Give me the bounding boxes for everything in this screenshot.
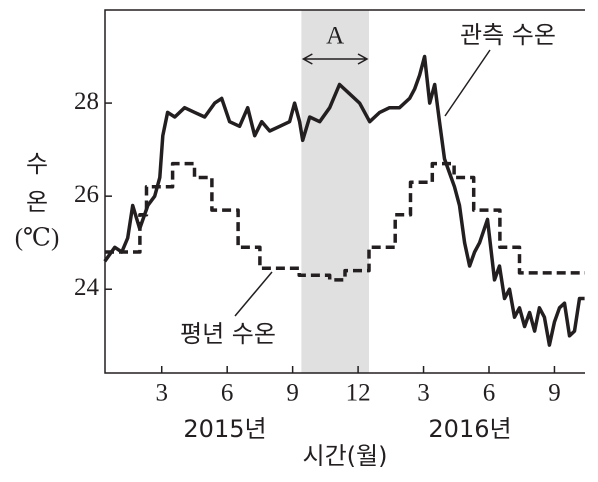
x-tick-label: 12 [346,380,371,407]
series-line [103,54,585,347]
y-tick-label: 26 [74,181,99,208]
y-axis-label: 온 [26,188,48,216]
x-axis-label: 시간(월) [303,442,388,470]
series-annotation: 관측 수온 [460,21,556,49]
range-arrow [301,53,369,65]
x-tick-label: 6 [483,380,496,407]
y-tick-label: 24 [74,274,100,301]
y-tick-label: 28 [74,88,99,115]
year-label: 2015년 [183,415,266,443]
y-axis-label: (℃) [15,225,60,252]
x-tick-label: 3 [155,380,168,407]
year-label: 2016년 [428,415,511,443]
leader-line [234,271,273,317]
axis-frame [104,9,585,374]
series-annotation: 평년 수온 [180,320,276,348]
plot: A 24 26 28 3 6 9 12 3 6 9 [74,9,585,407]
highlight-band [301,10,369,373]
series-line [105,161,585,282]
x-tick-label: 6 [221,380,234,407]
x-tick-label: 3 [417,380,430,407]
leader-line [444,49,491,117]
x-tick-label: 9 [548,380,561,407]
x-tick-label: 9 [286,380,299,407]
y-axis-label: 수 [26,150,48,178]
highlight-label: A [326,23,344,50]
